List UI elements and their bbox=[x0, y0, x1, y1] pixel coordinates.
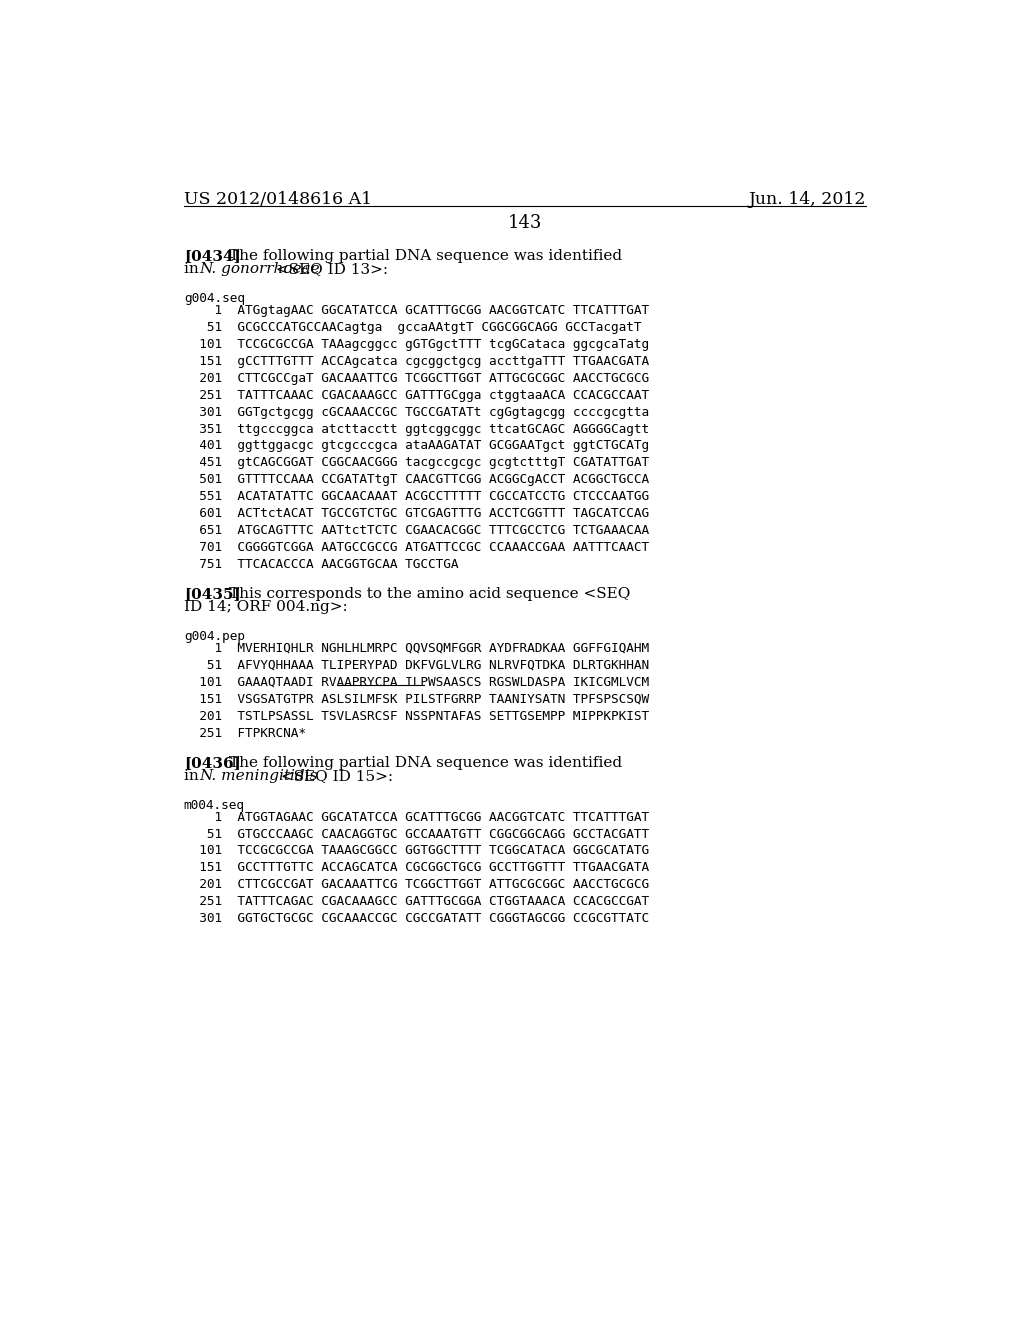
Text: <SEQ ID 13>:: <SEQ ID 13>: bbox=[271, 263, 388, 276]
Text: 551  ACATATATTC GGCAACAAAT ACGCCTTTTT CGCCATCCTG CTCCCAATGG: 551 ACATATATTC GGCAACAAAT ACGCCTTTTT CGC… bbox=[183, 490, 649, 503]
Text: 301  GGTgctgcgg cGCAAACCGC TGCCGATATt cgGgtagcgg ccccgcgtta: 301 GGTgctgcgg cGCAAACCGC TGCCGATATt cgG… bbox=[183, 405, 649, 418]
Text: in: in bbox=[183, 263, 204, 276]
Text: 101  TCCGCGCCGA TAAagcggcc gGTGgctTTT tcgGCataca ggcgcaTatg: 101 TCCGCGCCGA TAAagcggcc gGTGgctTTT tcg… bbox=[183, 338, 649, 351]
Text: 601  ACTtctACAT TGCCGTCTGC GTCGAGTTTG ACCTCGGTTT TAGCATCCAG: 601 ACTtctACAT TGCCGTCTGC GTCGAGTTTG ACC… bbox=[183, 507, 649, 520]
Text: 351  ttgcccggca atcttacctt ggtcggcggc ttcatGCAGC AGGGGCagtt: 351 ttgcccggca atcttacctt ggtcggcggc ttc… bbox=[183, 422, 649, 436]
Text: [0435]: [0435] bbox=[183, 587, 241, 602]
Text: 201  CTTCGCCGAT GACAAATTCG TCGGCTTGGT ATTGCGCGGC AACCTGCGCG: 201 CTTCGCCGAT GACAAATTCG TCGGCTTGGT ATT… bbox=[183, 878, 649, 891]
Text: 151  VSGSATGTPR ASLSILMFSK PILSTFGRRP TAANIYSATN TPFSPSCSQW: 151 VSGSATGTPR ASLSILMFSK PILSTFGRRP TAA… bbox=[183, 693, 649, 706]
Text: 151  GCCTTTGTTC ACCAGCATCA CGCGGCTGCG GCCTTGGTTT TTGAACGATA: 151 GCCTTTGTTC ACCAGCATCA CGCGGCTGCG GCC… bbox=[183, 862, 649, 874]
Text: g004.seq: g004.seq bbox=[183, 293, 245, 305]
Text: 101  GAAAQTAADI RVAAPRYCPA ILPWSAASCS RGSWLDASPA IKICGMLVCM: 101 GAAAQTAADI RVAAPRYCPA ILPWSAASCS RGS… bbox=[183, 676, 649, 689]
Text: The following partial DNA sequence was identified: The following partial DNA sequence was i… bbox=[228, 756, 622, 770]
Text: 251  TATTTCAGAC CGACAAAGCC GATTTGCGGA CTGGTAAACA CCACGCCGAT: 251 TATTTCAGAC CGACAAAGCC GATTTGCGGA CTG… bbox=[183, 895, 649, 908]
Text: 701  CGGGGTCGGA AATGCCGCCG ATGATTCCGC CCAAACCGAA AATTTCAACT: 701 CGGGGTCGGA AATGCCGCCG ATGATTCCGC CCA… bbox=[183, 541, 649, 554]
Text: ID 14; ORF 004.ng>:: ID 14; ORF 004.ng>: bbox=[183, 601, 347, 614]
Text: US 2012/0148616 A1: US 2012/0148616 A1 bbox=[183, 191, 372, 207]
Text: 401  ggttggacgc gtcgcccgca ataAAGATAT GCGGAATgct ggtCTGCATg: 401 ggttggacgc gtcgcccgca ataAAGATAT GCG… bbox=[183, 440, 649, 453]
Text: g004.pep: g004.pep bbox=[183, 631, 245, 643]
Text: m004.seq: m004.seq bbox=[183, 799, 245, 812]
Text: 751  TTCACACCCA AACGGTGCAA TGCCTGA: 751 TTCACACCCA AACGGTGCAA TGCCTGA bbox=[183, 558, 459, 572]
Text: [0436]: [0436] bbox=[183, 756, 241, 770]
Text: 651  ATGCAGTTTC AATtctTCTC CGAACACGGC TTTCGCCTCG TCTGAAACAA: 651 ATGCAGTTTC AATtctTCTC CGAACACGGC TTT… bbox=[183, 524, 649, 537]
Text: 101  TCCGCGCCGA TAAAGCGGCC GGTGGCTTTT TCGGCATACA GGCGCATATG: 101 TCCGCGCCGA TAAAGCGGCC GGTGGCTTTT TCG… bbox=[183, 845, 649, 858]
Text: 251  TATTTCAAAC CGACAAAGCC GATTTGCgga ctggtaaACA CCACGCCAAT: 251 TATTTCAAAC CGACAAAGCC GATTTGCgga ctg… bbox=[183, 388, 649, 401]
Text: 201  CTTCGCCgaT GACAAATTCG TCGGCTTGGT ATTGCGCGGC AACCTGCGCG: 201 CTTCGCCgaT GACAAATTCG TCGGCTTGGT ATT… bbox=[183, 372, 649, 384]
Text: in: in bbox=[183, 770, 204, 783]
Text: This corresponds to the amino acid sequence <SEQ: This corresponds to the amino acid seque… bbox=[228, 587, 630, 602]
Text: N. gonorrhoeae: N. gonorrhoeae bbox=[200, 263, 319, 276]
Text: N. meningitidis: N. meningitidis bbox=[200, 770, 317, 783]
Text: 51  AFVYQHHAAA TLIPERYPAD DKFVGLVLRG NLRVFQTDKA DLRTGKHHAN: 51 AFVYQHHAAA TLIPERYPAD DKFVGLVLRG NLRV… bbox=[183, 659, 649, 672]
Text: 51  GTGCCCAAGC CAACAGGTGC GCCAAATGTT CGGCGGCAGG GCCTACGATT: 51 GTGCCCAAGC CAACAGGTGC GCCAAATGTT CGGC… bbox=[183, 828, 649, 841]
Text: 143: 143 bbox=[508, 214, 542, 232]
Text: 301  GGTGCTGCGC CGCAAACCGC CGCCGATATT CGGGTAGCGG CCGCGTTATC: 301 GGTGCTGCGC CGCAAACCGC CGCCGATATT CGG… bbox=[183, 912, 649, 925]
Text: 451  gtCAGCGGAT CGGCAACGGG tacgccgcgc gcgtctttgT CGATATTGAT: 451 gtCAGCGGAT CGGCAACGGG tacgccgcgc gcg… bbox=[183, 457, 649, 470]
Text: 151  gCCTTTGTTT ACCAgcatca cgcggctgcg accttgaTTT TTGAACGATA: 151 gCCTTTGTTT ACCAgcatca cgcggctgcg acc… bbox=[183, 355, 649, 368]
Text: 51  GCGCCCATGCCAACagtga  gccaAAtgtT CGGCGGCAGG GCCTacgatT: 51 GCGCCCATGCCAACagtga gccaAAtgtT CGGCGG… bbox=[183, 321, 641, 334]
Text: [0434]: [0434] bbox=[183, 249, 241, 263]
Text: 501  GTTTTCCAAA CCGATATtgT CAACGTTCGG ACGGCgACCT ACGGCTGCCA: 501 GTTTTCCAAA CCGATATtgT CAACGTTCGG ACG… bbox=[183, 474, 649, 486]
Text: 1  MVERHIQHLR NGHLHLMRPC QQVSQMFGGR AYDFRADKAA GGFFGIQAHM: 1 MVERHIQHLR NGHLHLMRPC QQVSQMFGGR AYDFR… bbox=[183, 642, 649, 655]
Text: The following partial DNA sequence was identified: The following partial DNA sequence was i… bbox=[228, 249, 622, 263]
Text: 1  ATGgtagAAC GGCATATCCA GCATTTGCGG AACGGTCATC TTCATTTGAT: 1 ATGgtagAAC GGCATATCCA GCATTTGCGG AACGG… bbox=[183, 304, 649, 317]
Text: <SEQ ID 15>:: <SEQ ID 15>: bbox=[276, 770, 393, 783]
Text: 1  ATGGTAGAAC GGCATATCCA GCATTTGCGG AACGGTCATC TTCATTTGAT: 1 ATGGTAGAAC GGCATATCCA GCATTTGCGG AACGG… bbox=[183, 810, 649, 824]
Text: Jun. 14, 2012: Jun. 14, 2012 bbox=[749, 191, 866, 207]
Text: 201  TSTLPSASSL TSVLASRCSF NSSPNTAFAS SETTGSEMPP MIPPKPKIST: 201 TSTLPSASSL TSVLASRCSF NSSPNTAFAS SET… bbox=[183, 710, 649, 723]
Text: 251  FTPKRCNA*: 251 FTPKRCNA* bbox=[183, 726, 306, 739]
